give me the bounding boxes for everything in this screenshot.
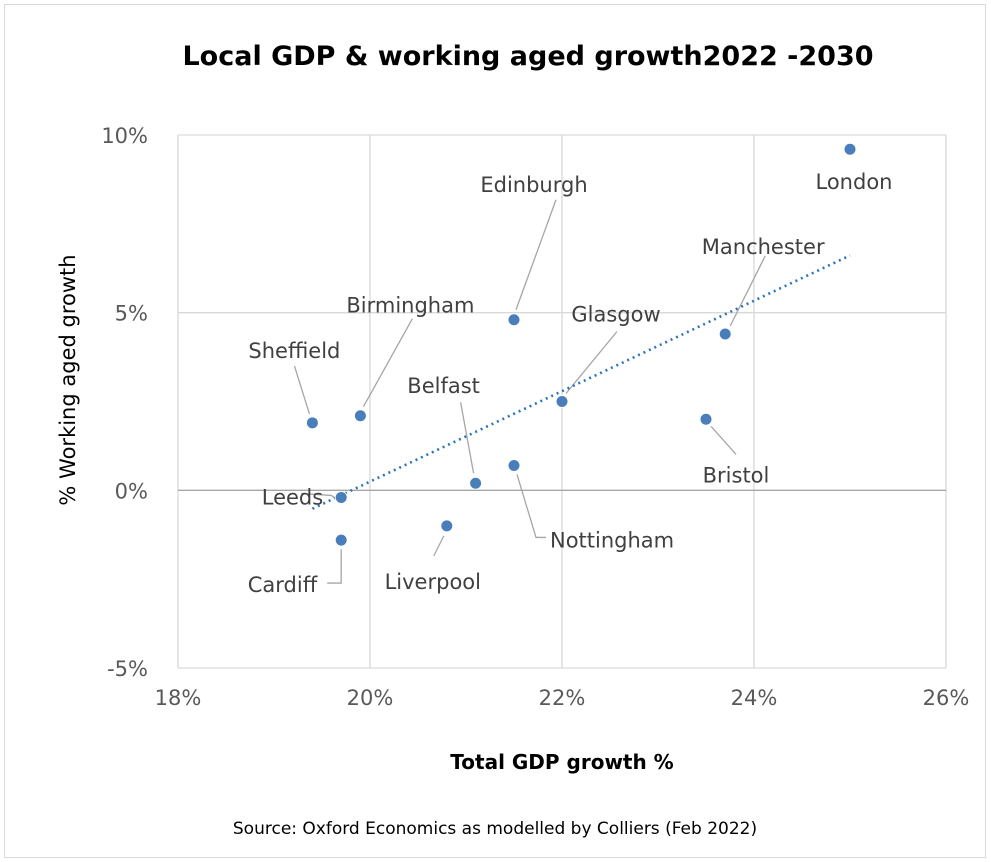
point-label: London xyxy=(816,170,893,194)
data-point xyxy=(718,327,732,341)
source-note: Source: Oxford Economics as modelled by … xyxy=(233,819,757,839)
point-label: Leeds xyxy=(262,485,323,509)
y-tick-label: -5% xyxy=(107,657,148,681)
point-label: Edinburgh xyxy=(480,173,587,197)
data-point xyxy=(699,412,713,426)
point-label: Sheffield xyxy=(248,339,340,363)
leader-line xyxy=(327,549,342,584)
axis-ticks: 18% 20% 22% 24% 26% 10% 5% 0% -5% xyxy=(101,124,969,710)
data-point xyxy=(353,409,367,423)
data-point xyxy=(334,490,348,504)
y-axis-label: % Working aged growth xyxy=(56,254,80,505)
point-label: Nottingham xyxy=(550,528,674,552)
grid-layer xyxy=(177,134,947,669)
leader-line xyxy=(301,492,335,498)
data-point xyxy=(469,476,483,490)
x-tick-label: 18% xyxy=(155,686,202,710)
leader-line xyxy=(433,535,445,557)
leader-line xyxy=(565,331,618,394)
point-label: Bristol xyxy=(703,463,770,487)
leader-lines xyxy=(293,199,766,584)
data-point xyxy=(555,395,569,408)
point-label: Cardiff xyxy=(248,573,318,597)
data-points xyxy=(305,142,857,547)
data-point xyxy=(305,416,319,430)
y-tick-label: 5% xyxy=(115,302,148,326)
data-point xyxy=(507,458,521,472)
x-tick-label: 20% xyxy=(347,686,394,710)
y-tick-label: 10% xyxy=(101,124,148,148)
leader-line xyxy=(293,365,311,415)
point-label: Liverpool xyxy=(385,570,481,594)
data-point xyxy=(507,313,521,327)
leader-line xyxy=(362,318,413,408)
x-axis-label: Total GDP growth % xyxy=(450,750,673,774)
x-tick-label: 24% xyxy=(731,686,778,710)
chart-title: Local GDP & working aged growth2022 -203… xyxy=(182,41,873,72)
leader-line xyxy=(729,255,766,327)
x-tick-label: 26% xyxy=(923,686,970,710)
point-label: Birmingham xyxy=(346,294,474,318)
leader-line xyxy=(515,199,557,310)
leader-line xyxy=(516,474,546,539)
point-label: Glasgow xyxy=(571,303,660,327)
data-point xyxy=(334,533,348,547)
point-label: Manchester xyxy=(702,235,825,259)
data-point xyxy=(440,519,454,533)
x-tick-label: 22% xyxy=(539,686,586,710)
point-labels: London Edinburgh Manchester Birmingham Glasg… xyxy=(248,170,893,597)
y-tick-label: 0% xyxy=(115,479,148,503)
point-label: Belfast xyxy=(407,374,480,398)
leader-line xyxy=(710,425,737,455)
leader-line xyxy=(459,402,475,474)
data-point xyxy=(843,142,857,156)
chart-frame xyxy=(4,4,986,858)
